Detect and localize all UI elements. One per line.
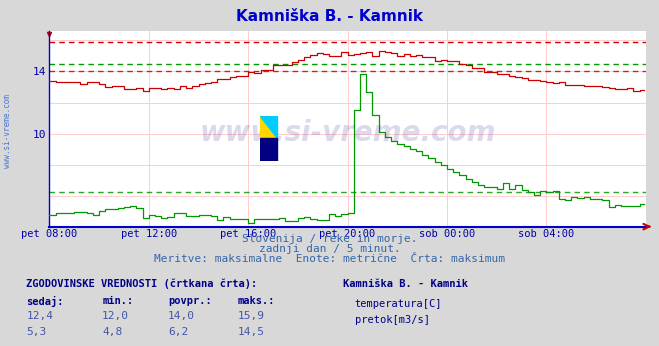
Text: 15,9: 15,9 bbox=[237, 311, 264, 321]
Text: temperatura[C]: temperatura[C] bbox=[355, 300, 442, 309]
Text: sedaj:: sedaj: bbox=[26, 296, 64, 307]
Text: 12,0: 12,0 bbox=[102, 311, 129, 321]
Text: ZGODOVINSKE VREDNOSTI (črtkana črta):: ZGODOVINSKE VREDNOSTI (črtkana črta): bbox=[26, 279, 258, 289]
Text: Slovenija / reke in morje.: Slovenija / reke in morje. bbox=[242, 234, 417, 244]
Polygon shape bbox=[260, 138, 277, 161]
Text: maks.:: maks.: bbox=[237, 296, 275, 306]
Text: www.si-vreme.com: www.si-vreme.com bbox=[3, 94, 13, 169]
Text: Meritve: maksimalne  Enote: metrične  Črta: maksimum: Meritve: maksimalne Enote: metrične Črta… bbox=[154, 254, 505, 264]
Polygon shape bbox=[260, 116, 277, 138]
Text: zadnji dan / 5 minut.: zadnji dan / 5 minut. bbox=[258, 244, 401, 254]
Text: www.si-vreme.com: www.si-vreme.com bbox=[200, 119, 496, 147]
Text: povpr.:: povpr.: bbox=[168, 296, 212, 306]
Text: 14,5: 14,5 bbox=[237, 327, 264, 337]
Text: 6,2: 6,2 bbox=[168, 327, 188, 337]
Text: min.:: min.: bbox=[102, 296, 133, 306]
Text: pretok[m3/s]: pretok[m3/s] bbox=[355, 315, 430, 325]
Text: 12,4: 12,4 bbox=[26, 311, 53, 321]
Text: Kamniška B. - Kamnik: Kamniška B. - Kamnik bbox=[236, 9, 423, 24]
Text: Kamniška B. - Kamnik: Kamniška B. - Kamnik bbox=[343, 279, 468, 289]
Text: 5,3: 5,3 bbox=[26, 327, 47, 337]
Text: 14,0: 14,0 bbox=[168, 311, 195, 321]
Polygon shape bbox=[260, 116, 277, 138]
Text: 4,8: 4,8 bbox=[102, 327, 123, 337]
